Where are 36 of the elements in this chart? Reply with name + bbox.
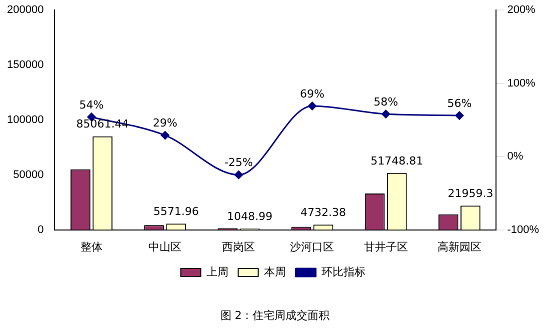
y2-tick-label: -100% (507, 224, 540, 236)
data-label: 69% (300, 87, 324, 100)
point (160, 131, 170, 140)
x-tick-label: 沙河口区 (290, 240, 334, 254)
point (382, 110, 390, 118)
data-label: 1048.99 (226, 210, 272, 224)
legend-label: 环比指标 (321, 265, 366, 278)
data-label: 5571.96 (153, 205, 199, 218)
point (455, 111, 464, 120)
data-label: 56% (447, 96, 472, 110)
x-tick-label: 整体 (80, 241, 102, 254)
data-label: -25% (224, 156, 253, 170)
data-label: 21959.3 (448, 187, 494, 200)
y2-tick-label: 200% (507, 4, 536, 16)
y-tick-label: 0 (38, 224, 44, 236)
data-label: 85061.44 (76, 118, 129, 131)
x-tick-label: 中山区 (148, 240, 182, 254)
point (234, 170, 243, 180)
y-tick-label: 50000 (13, 168, 44, 181)
legend-label: 上周 (206, 265, 228, 278)
text: 图 2：住宅周成交面积 (219, 308, 331, 323)
y-tick-label: 200000 (6, 4, 44, 16)
data-label: 58% (374, 95, 398, 108)
y2-tick-label: 0% (507, 150, 524, 163)
data-label: 54% (79, 98, 104, 112)
point (308, 102, 316, 110)
legend-label: 本周 (264, 265, 286, 278)
data-label: 4732.38 (300, 206, 346, 219)
x-tick-label: 甘井子区 (364, 240, 408, 254)
x-tick-label: 西岗区 (222, 240, 256, 254)
x-tick-label: 高新园区 (437, 240, 482, 254)
y2-tick-label: 100% (507, 77, 536, 90)
y-tick-label: 100000 (6, 114, 44, 126)
data-label: 51748.81 (370, 154, 424, 168)
y-tick-label: 150000 (6, 58, 44, 71)
data-label: 29% (152, 116, 178, 130)
